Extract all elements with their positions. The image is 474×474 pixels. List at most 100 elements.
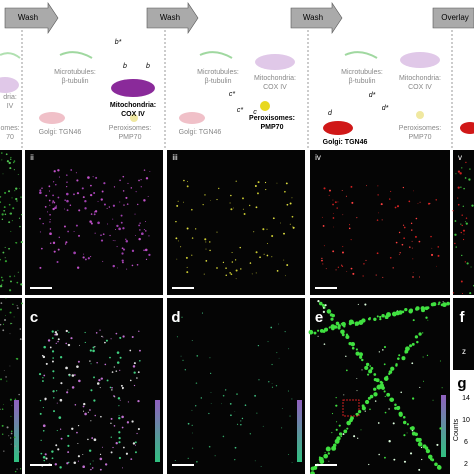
signal-dot: [0, 276, 3, 279]
signal-dot: [175, 220, 177, 223]
signal-dot: [335, 321, 340, 326]
signal-dot: [20, 283, 23, 286]
signal-dot: [257, 345, 260, 347]
signal-dot: [176, 204, 179, 207]
signal-dot: [289, 202, 292, 205]
signal-dot: [455, 246, 457, 248]
signal-dot: [43, 374, 46, 377]
signal-dot: [66, 186, 68, 188]
signal-dot: [356, 217, 358, 219]
signal-dot: [381, 314, 385, 318]
signal-dot: [69, 204, 72, 207]
signal-dot: [369, 408, 371, 411]
signal-dot: [77, 442, 79, 444]
signal-dot: [66, 181, 68, 183]
signal-dot: [52, 241, 56, 245]
signal-dot: [55, 205, 58, 207]
label: b: [146, 63, 150, 70]
signal-dot: [278, 323, 279, 325]
signal-dot: [41, 187, 43, 189]
signal-dot: [340, 329, 345, 335]
signal-dot: [92, 349, 95, 353]
signal-dot: [460, 231, 462, 234]
label: v: [458, 153, 462, 162]
signal-dot: [143, 199, 146, 202]
signal-dot: [345, 195, 347, 197]
signal-dot: [118, 431, 121, 434]
signal-dot: [51, 330, 54, 333]
signal-dot: [92, 346, 95, 349]
signal-dot: [331, 313, 335, 318]
signal-dot: [139, 222, 141, 224]
signal-dot: [376, 252, 379, 255]
signal-dot: [210, 372, 212, 374]
signal-dot: [346, 427, 349, 430]
signal-dot: [64, 243, 67, 245]
signal-dot: [90, 363, 92, 365]
signal-dot: [13, 436, 16, 439]
signal-dot: [137, 203, 139, 206]
signal-dot: [336, 207, 338, 209]
signal-dot: [139, 229, 141, 231]
signal-dot: [176, 336, 178, 338]
signal-dot: [466, 262, 469, 265]
signal-dot: [121, 259, 124, 262]
signal-dot: [358, 352, 364, 357]
signal-dot: [225, 274, 228, 276]
signal-dot: [104, 341, 106, 344]
signal-dot: [104, 463, 108, 466]
signal-dot: [382, 276, 384, 278]
signal-dot: [392, 267, 394, 269]
signal-dot: [74, 374, 76, 376]
signal-dot: [286, 203, 289, 206]
signal-dot: [10, 280, 12, 283]
signal-dot: [365, 362, 370, 367]
signal-dot: [351, 346, 355, 350]
signal-dot: [9, 398, 12, 401]
signal-dot: [84, 341, 86, 344]
signal-dot: [180, 355, 182, 357]
signal-dot: [137, 371, 140, 374]
label: Wash: [303, 13, 323, 22]
signal-dot: [411, 362, 414, 365]
signal-dot: [57, 196, 60, 199]
signal-dot: [55, 390, 58, 392]
signal-dot: [1, 283, 3, 285]
signal-dot: [333, 226, 335, 228]
signal-dot: [41, 354, 44, 357]
signal-dot: [272, 217, 275, 220]
signal-dot: [125, 452, 129, 455]
signal-dot: [364, 399, 370, 405]
signal-dot: [469, 292, 472, 295]
signal-dot: [353, 435, 356, 438]
signal-dot: [414, 432, 419, 437]
signal-dot: [11, 405, 13, 407]
signal-dot: [126, 203, 129, 205]
signal-dot: [208, 412, 210, 415]
signal-dot: [67, 343, 71, 347]
signal-dot: [84, 258, 87, 261]
signal-dot: [425, 316, 428, 319]
label: 6: [464, 439, 468, 446]
signal-dot: [343, 394, 345, 396]
signal-dot: [10, 156, 12, 159]
signal-dot: [98, 378, 101, 382]
signal-dot: [318, 456, 321, 459]
signal-dot: [95, 176, 98, 179]
signal-dot: [471, 204, 474, 207]
signal-dot: [427, 319, 429, 321]
signal-dot: [205, 248, 207, 250]
signal-dot: [1, 218, 4, 221]
signal-dot: [430, 235, 432, 238]
label: d*: [382, 105, 389, 112]
signal-dot: [48, 185, 51, 188]
signal-dot: [276, 270, 279, 272]
signal-dot: [321, 257, 323, 259]
signal-dot: [52, 370, 55, 373]
signal-dot: [70, 337, 73, 340]
signal-dot: [49, 228, 52, 230]
signal-dot: [115, 229, 117, 230]
signal-dot: [113, 186, 116, 188]
signal-dot: [119, 369, 121, 371]
signal-dot: [65, 241, 68, 244]
